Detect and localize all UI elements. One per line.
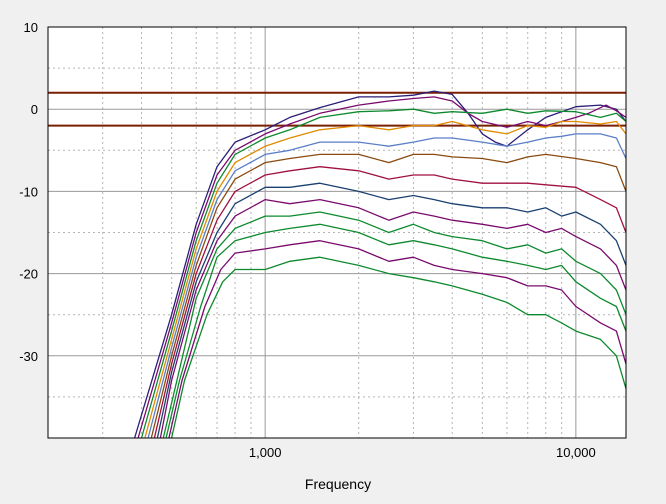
x-tick-label: 1,000 [249, 445, 282, 460]
series-line-4 [144, 120, 626, 438]
series-line-1 [133, 90, 626, 438]
series-line-10 [162, 211, 626, 438]
series-line-12 [168, 240, 626, 438]
series-line-7 [153, 166, 626, 438]
x-axis-title: Frequency [305, 476, 371, 492]
y-tick-label: -30 [19, 349, 38, 364]
series-line-2 [137, 96, 626, 438]
series-line-9 [159, 198, 626, 438]
x-tick-label: 10,000 [556, 445, 596, 460]
grid-layer [48, 27, 626, 438]
series-layer [133, 90, 626, 438]
y-tick-label: 10 [24, 20, 38, 35]
series-line-3 [140, 108, 626, 438]
y-tick-label: 0 [31, 102, 38, 117]
y-tick-label: -10 [19, 184, 38, 199]
series-line-13 [170, 256, 626, 438]
y-tick-label: -20 [19, 267, 38, 282]
series-line-11 [165, 223, 626, 438]
series-line-5 [147, 133, 626, 438]
plot-border [47, 26, 627, 439]
series-group [133, 90, 626, 438]
series-line-8 [156, 182, 626, 438]
tick-labels: 1,000 10,000 10 0 -10 -20 -30 [19, 20, 596, 460]
series-line-6 [150, 153, 626, 438]
